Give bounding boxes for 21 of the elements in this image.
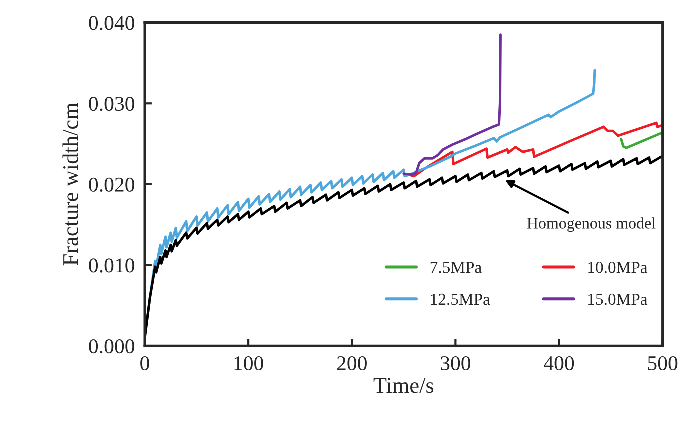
x-tick-label: 500 xyxy=(648,356,678,371)
x-tick-label: 0 xyxy=(140,356,150,371)
line-series xyxy=(620,131,663,150)
x-axis-title: Time/s xyxy=(374,378,434,394)
legend-label: 10.0MPa xyxy=(588,262,648,274)
y-tick-label: 0.010 xyxy=(89,258,134,273)
y-tick-label: 0.040 xyxy=(89,16,134,30)
x-tick-label: 100 xyxy=(234,356,264,371)
x-tick-label: 300 xyxy=(441,356,471,371)
legend-label: 15.0MPa xyxy=(588,294,648,306)
y-axis-title: Fracture width/cm xyxy=(62,103,78,266)
y-tick-label: 0.020 xyxy=(89,178,134,192)
x-tick-label: 400 xyxy=(544,356,574,371)
legend-label: 7.5MPa xyxy=(430,262,482,274)
annotation: Homogenous model xyxy=(527,218,656,232)
legend-label: 12.5MPa xyxy=(431,294,490,306)
line-series xyxy=(402,34,502,176)
y-tick-label: 0.000 xyxy=(89,340,134,354)
y-tick-label: 0.030 xyxy=(89,97,134,112)
x-tick-label: 200 xyxy=(337,356,367,371)
line-series xyxy=(408,122,663,178)
